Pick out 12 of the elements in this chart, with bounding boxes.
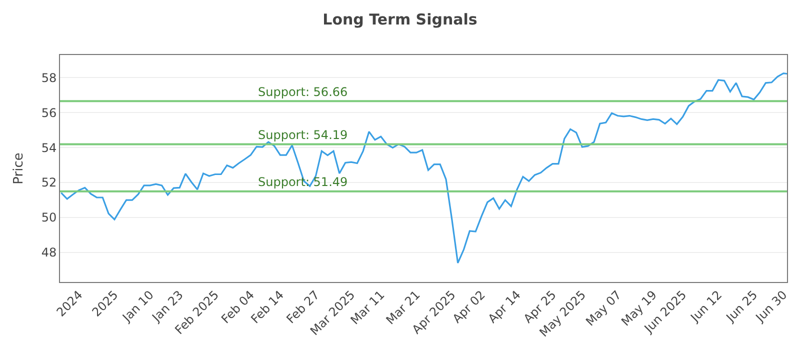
y-axis-title: Price [11, 152, 26, 184]
y-tick-label: 52 [41, 176, 57, 190]
y-tick-label: 48 [41, 246, 57, 260]
y-tick-label: 58 [41, 70, 57, 85]
ref-line-label: Support: 56.66 [258, 85, 348, 99]
ref-line-label: Support: 54.19 [258, 128, 348, 142]
y-tick-label: 56 [41, 106, 57, 120]
chart-title: Long Term Signals [322, 10, 478, 28]
y-tick-label: 50 [41, 210, 57, 225]
x-tick-label: Jun 12 [687, 288, 725, 326]
x-tick-label: Apr 14 [485, 288, 524, 326]
y-tick-label: 54 [41, 140, 57, 155]
